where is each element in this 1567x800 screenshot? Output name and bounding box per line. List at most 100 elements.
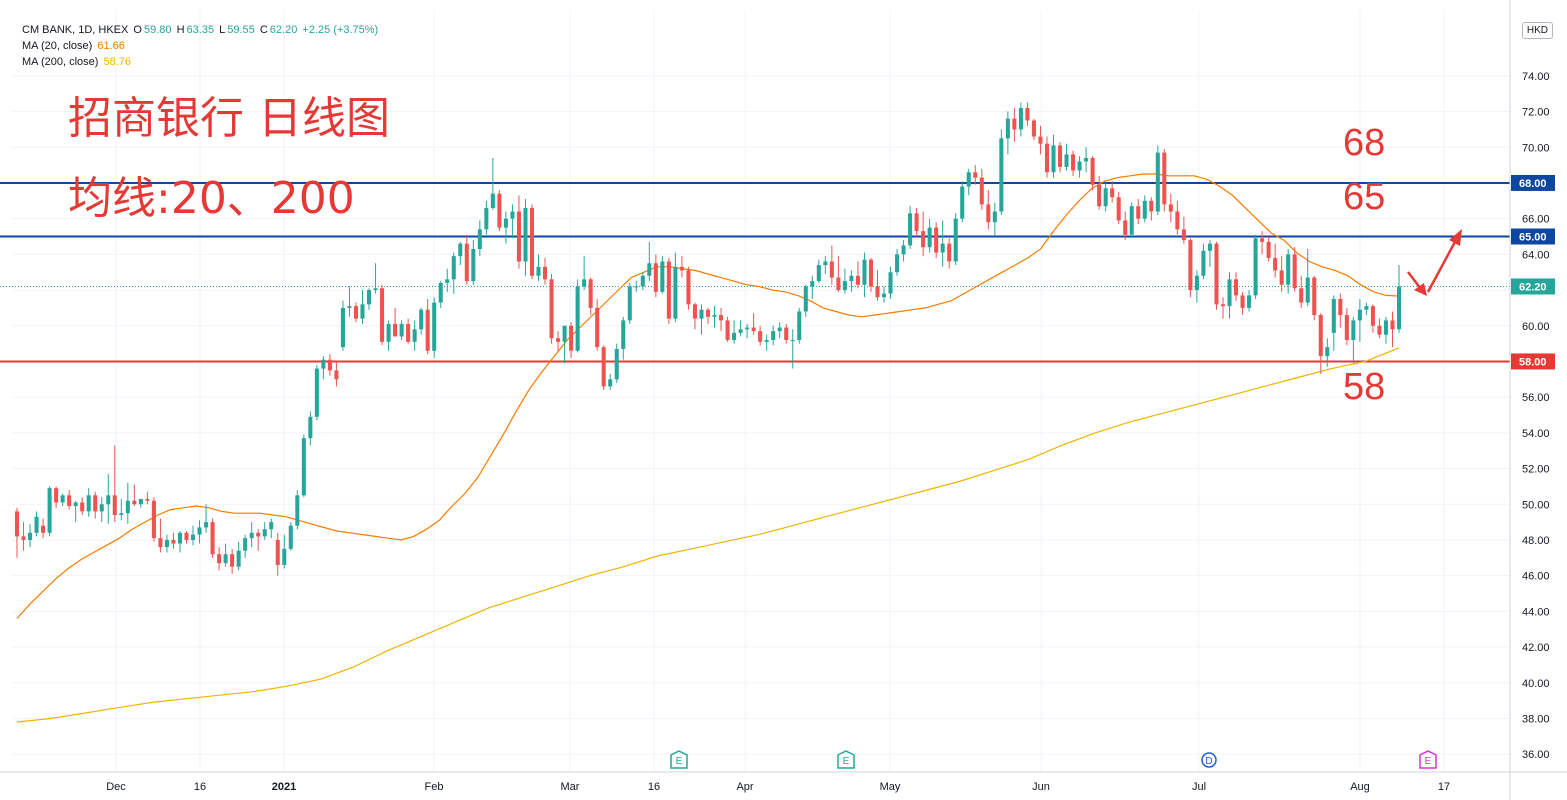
candle-body — [1344, 315, 1349, 341]
change-value: +2.25 (+3.75%) — [302, 24, 379, 36]
marker-letter: E — [1425, 756, 1432, 767]
candle-body — [1155, 152, 1160, 212]
y-tick-label: 48.00 — [1522, 535, 1550, 547]
candle-body — [197, 527, 202, 535]
x-tick-label: Feb — [425, 781, 444, 793]
x-tick-label: May — [880, 781, 901, 793]
candle-body — [14, 511, 20, 537]
candle-body — [992, 211, 997, 223]
candle-body — [836, 277, 841, 291]
candle-body — [1377, 325, 1382, 335]
candle-body — [373, 288, 378, 291]
chart-legend: CM BANK, 1D, HKEX O 59.80 H 63.35 L 59.55 C… — [22, 22, 380, 70]
candle-body — [699, 309, 704, 319]
candle-body — [451, 256, 456, 280]
down-arrow-head — [1414, 283, 1427, 296]
y-tick-label: 60.00 — [1522, 321, 1550, 333]
candle-body — [1331, 298, 1336, 333]
marker-shape — [670, 750, 688, 769]
candle-body — [940, 243, 945, 253]
marker-letter: D — [1205, 756, 1212, 767]
candle-body — [340, 307, 345, 348]
ma20-line — [16, 173, 1400, 619]
candle-body — [1370, 306, 1375, 326]
candle-body — [1084, 157, 1089, 162]
y-tick-label: 38.00 — [1522, 713, 1550, 725]
candle-body — [914, 213, 919, 232]
ma200-line — [16, 347, 1400, 723]
candle-body — [1005, 118, 1010, 139]
candle-body — [1227, 279, 1232, 307]
candle-body — [80, 502, 85, 512]
candle-body — [777, 327, 782, 332]
legend-ma200-row[interactable]: MA (200, close) 58.76 — [22, 54, 380, 70]
candle-body — [308, 416, 313, 439]
candle-body — [204, 522, 209, 528]
candle-body — [419, 309, 424, 330]
candle-body — [1162, 152, 1167, 205]
candle-body — [73, 502, 78, 507]
level-price-tag — [1511, 353, 1555, 370]
candle-body — [1201, 250, 1206, 276]
candle-body — [1207, 243, 1212, 251]
up-arrow-shaft — [1426, 239, 1458, 293]
time-axis[interactable]: Dec 16 2021 Feb Mar 16 Apr May Jun Jul Aug 17 — [0, 771, 1567, 793]
candle-body — [217, 554, 222, 564]
y-tick-label: 66.00 — [1522, 214, 1550, 226]
symbol-title[interactable]: CM BANK, 1D, HKEX — [22, 24, 129, 36]
candle-body — [28, 532, 33, 540]
y-tick-label: 44.00 — [1522, 606, 1550, 618]
candle-body — [1025, 107, 1030, 121]
candle-body — [1057, 145, 1063, 167]
candle-body — [784, 327, 789, 341]
candle-body — [614, 348, 619, 380]
candle-body — [634, 286, 639, 288]
candle-body — [106, 495, 111, 505]
y-tick-label: 42.00 — [1522, 642, 1550, 654]
candle-body — [406, 323, 411, 342]
candle-body — [679, 266, 684, 271]
open-value: 59.80 — [143, 24, 172, 36]
candle-body — [1260, 238, 1265, 242]
marker-shape — [1201, 752, 1217, 768]
candle-body — [243, 538, 248, 551]
candle-body — [790, 340, 795, 342]
x-tick-label: Dec — [106, 781, 126, 793]
candle-body — [347, 306, 352, 308]
candle-body — [973, 172, 978, 178]
candle-body — [647, 263, 652, 276]
legend-ma20-row[interactable]: MA (20, close) 61.66 — [22, 38, 380, 54]
y-tick-label: 46.00 — [1522, 571, 1550, 583]
candle-body — [41, 525, 46, 533]
price-axis[interactable]: 36.00 38.00 40.00 42.00 44.00 46.00 48.00 50.00… — [1509, 0, 1555, 800]
candle-body — [875, 286, 880, 298]
candle-body — [177, 532, 182, 544]
ma20-value: 61.66 — [97, 40, 125, 52]
candle-body — [490, 193, 495, 208]
candle-body — [1194, 275, 1199, 291]
candle-body — [321, 359, 326, 369]
candle-body — [999, 138, 1004, 212]
currency-button[interactable]: HKD — [1521, 22, 1553, 39]
candle-body — [692, 304, 697, 319]
x-tick-label: Apr — [736, 781, 753, 793]
close-value: 62.20 — [269, 24, 298, 36]
candle-body — [86, 495, 91, 512]
candle-body — [549, 279, 554, 339]
candle-body — [145, 498, 150, 501]
candle-body — [1168, 204, 1173, 212]
candle-body — [588, 279, 593, 308]
candle-body — [334, 370, 339, 380]
candle-body — [1390, 320, 1395, 330]
candle-body — [1136, 206, 1141, 219]
candle-body — [1318, 315, 1323, 357]
last-price-tag-text: 62.20 — [1519, 281, 1547, 293]
marker-letter: E — [843, 756, 850, 767]
candle-body — [921, 231, 926, 248]
candle-body — [99, 504, 104, 512]
candle-body — [1129, 206, 1134, 235]
candle-body — [1299, 288, 1304, 303]
candle-body — [477, 229, 482, 249]
